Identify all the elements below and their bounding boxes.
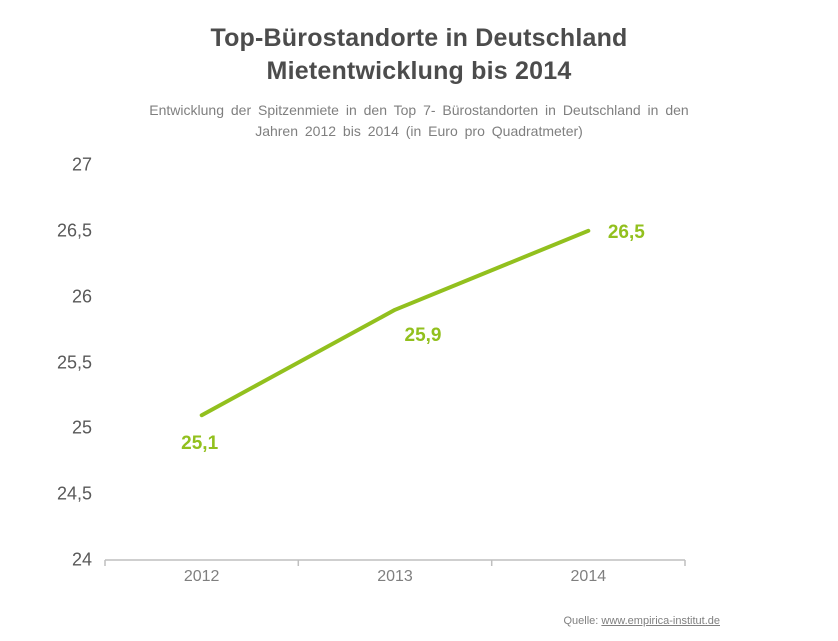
- chart-subtitle: Entwicklung der Spitzenmiete in den Top …: [0, 100, 838, 142]
- data-label-2013: 25,9: [404, 324, 442, 346]
- x-axis-label-2013: 2013: [377, 568, 413, 585]
- data-label-2012: 25,1: [181, 433, 219, 455]
- y-axis-label: 24: [71, 549, 92, 570]
- y-axis-label: 26,5: [56, 220, 92, 241]
- chart-title: Top-Bürostandorte in Deutschland Mietent…: [0, 22, 838, 88]
- y-axis-label: 27: [71, 154, 92, 175]
- y-axis-label: 25: [71, 417, 92, 438]
- y-axis-label: 26: [71, 286, 92, 307]
- chart-title-line1: Top-Bürostandorte in Deutschland: [210, 24, 628, 52]
- source-note: Quelle: www.empirica-institut.de: [563, 615, 720, 627]
- y-axis-label: 24,5: [56, 483, 92, 504]
- x-axis-label-2012: 2012: [183, 568, 220, 585]
- source-link[interactable]: www.empirica-institut.de: [601, 615, 720, 627]
- chart-title-line2: Mietentwicklung bis 2014: [266, 57, 572, 85]
- x-axis-line: [104, 559, 686, 566]
- source-label: Quelle:: [563, 615, 599, 627]
- y-axis-label: 25,5: [56, 352, 92, 372]
- trend-line: [199, 228, 591, 418]
- chart-subtitle-line1: Entwicklung der Spitzenmiete in den Top …: [149, 102, 689, 118]
- x-axis-label-2014: 2014: [570, 568, 607, 585]
- chart-subtitle-line2: Jahren 2012 bis 2014 (in Euro pro Quadra…: [255, 123, 583, 139]
- data-label-2014: 26,5: [607, 221, 645, 243]
